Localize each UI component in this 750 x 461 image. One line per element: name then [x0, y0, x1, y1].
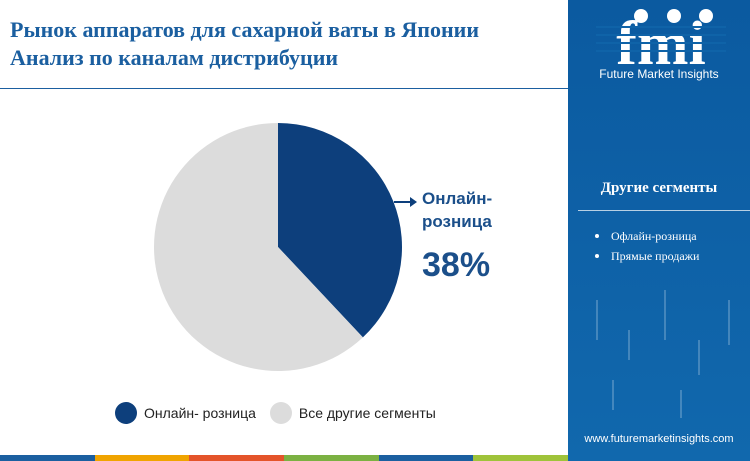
pie-slice-online-retail — [278, 123, 402, 338]
bottom-bar-segment — [284, 455, 379, 461]
title-divider — [0, 88, 568, 89]
title-line-1: Рынок аппаратов для сахарной ваты в Япон… — [10, 17, 480, 42]
bottom-bar-segment — [0, 455, 95, 461]
pie-slices — [153, 123, 402, 372]
callout-label-line-1: Онлайн- — [422, 189, 492, 208]
website-link[interactable]: www.futuremarketinsights.com — [584, 433, 734, 445]
main-panel: Рынок аппаратов для сахарной ваты в Япон… — [0, 16, 570, 461]
bottom-bar-segment — [94, 455, 190, 461]
sidebar-texture-line — [728, 300, 730, 345]
logo-globe-icon — [634, 9, 648, 23]
legend-item-online: Онлайн- розница — [115, 402, 256, 424]
logo-globe-icon — [667, 9, 681, 23]
bottom-color-bar — [0, 455, 569, 461]
bullet-icon — [595, 254, 599, 258]
logo-stripes — [596, 26, 726, 52]
list-item: Офлайн-розница — [593, 226, 699, 246]
legend-label-other: Все другие сегменты — [298, 405, 436, 421]
sidebar-texture-line — [664, 290, 666, 340]
bottom-bar-segment — [473, 455, 569, 461]
sidebar-texture-line — [698, 340, 700, 375]
sidebar-texture-line — [596, 300, 598, 340]
sidebar: fmi Future Market Insights Другие сегмен… — [568, 0, 750, 461]
other-segments-title: Другие сегменты — [600, 180, 718, 196]
callout-value: 38% — [422, 246, 490, 284]
legend-item-other: Все другие сегменты — [269, 402, 436, 424]
page-title: Рынок аппаратов для сахарной ваты в Япон… — [10, 16, 570, 72]
legend-swatch-online — [115, 402, 137, 424]
title-line-2: Анализ по каналам дистрибуции — [10, 45, 339, 70]
logo-globe-icon — [699, 9, 713, 23]
sidebar-texture-line — [628, 330, 630, 360]
fmi-logo: fmi — [596, 9, 726, 74]
pie-chart: Онлайн- розница 38% — [153, 123, 492, 372]
chart-legend: Онлайн- розница Все другие сегменты — [115, 402, 450, 424]
bottom-bar-segment — [189, 455, 285, 461]
other-segments-divider — [578, 210, 750, 211]
callout-label-line-2: розница — [422, 212, 492, 231]
legend-swatch-other — [269, 402, 292, 424]
sidebar-texture-line — [680, 390, 682, 418]
segment-label: Офлайн-розница — [611, 229, 697, 243]
segment-label: Прямые продажи — [611, 249, 700, 263]
logo-subtitle: Future Market Insights — [599, 67, 719, 81]
legend-label-online: Онлайн- розница — [144, 405, 256, 421]
pie-slice-other-segments — [153, 123, 363, 372]
bullet-icon — [595, 234, 599, 238]
callout-arrow-head — [410, 197, 417, 207]
other-segments-list: Офлайн-розница Прямые продажи — [593, 226, 699, 266]
sidebar-texture-line — [612, 380, 614, 410]
sidebar-background — [568, 0, 750, 461]
list-item: Прямые продажи — [593, 246, 699, 266]
bottom-bar-segment — [378, 455, 474, 461]
